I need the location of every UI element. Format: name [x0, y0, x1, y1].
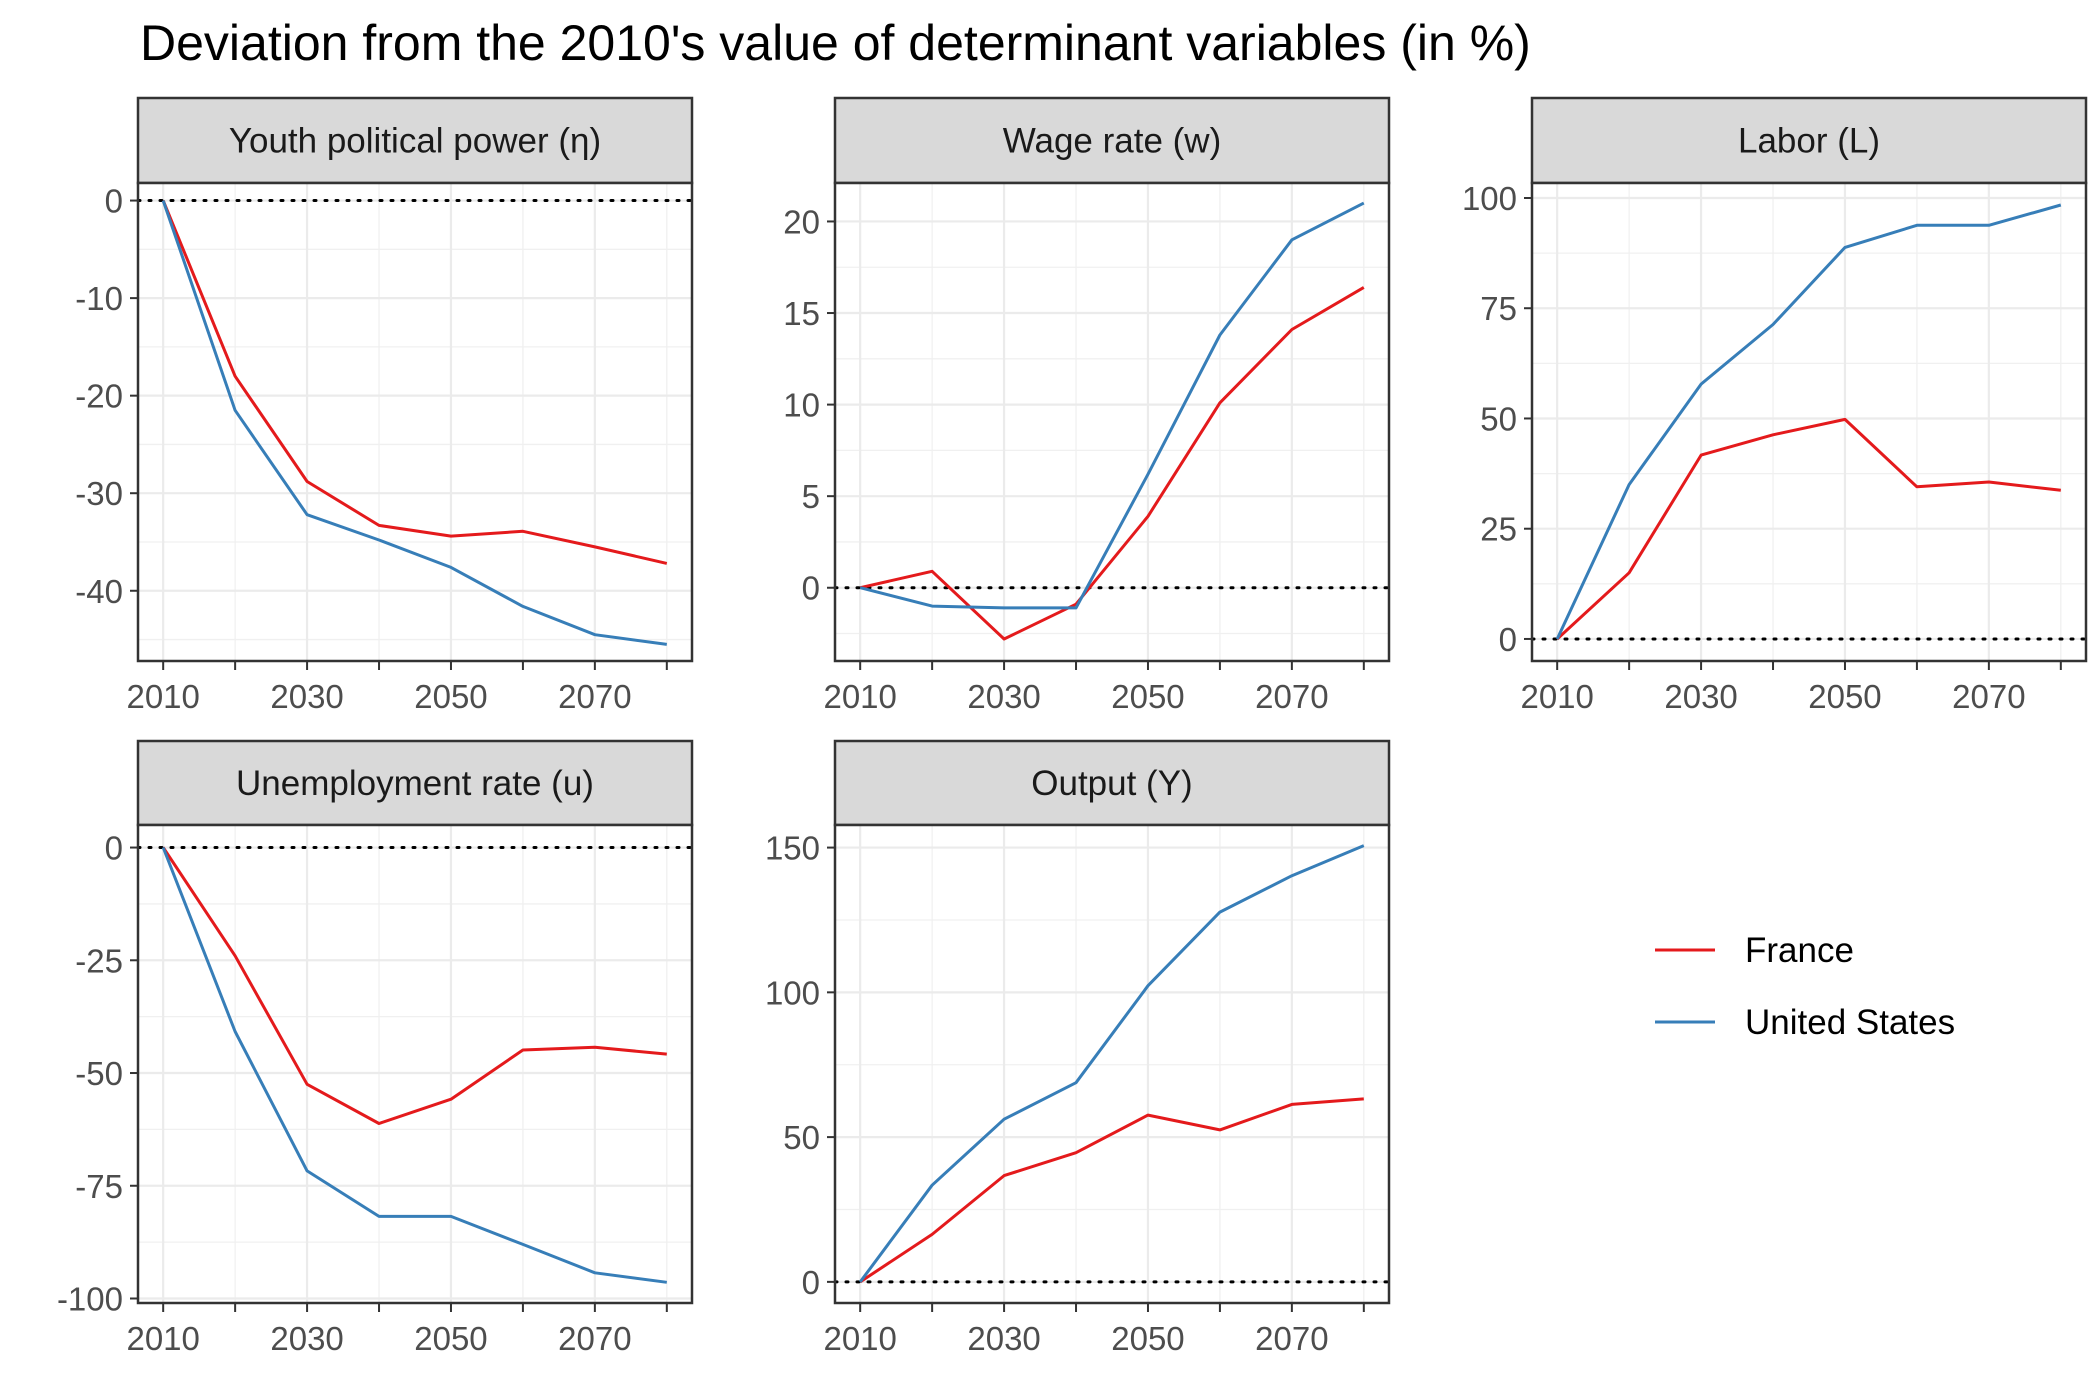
- legend-label-france: France: [1745, 931, 1854, 970]
- y-tick-label: 15: [783, 295, 820, 332]
- x-tick-label: 2030: [967, 678, 1040, 715]
- strip-youth-political-power: [136, 96, 694, 185]
- panel-border: [136, 823, 694, 1305]
- legend-label-united-states: United States: [1745, 1003, 1955, 1042]
- x-tick-label: 2070: [1952, 678, 2025, 715]
- x-tick-label: 2050: [414, 678, 487, 715]
- panel-border: [833, 181, 1391, 663]
- y-tick-label: -20: [75, 378, 123, 415]
- panel-youth-political-power: Youth political power (η) 0 -10 -20 -30 -40 20…: [75, 96, 694, 715]
- y-tick-label: -25: [75, 942, 123, 979]
- x-tick-label: 2070: [1255, 678, 1328, 715]
- legend: France United States: [1655, 931, 1955, 1042]
- x-tick-label: 2070: [558, 1320, 631, 1357]
- y-tick-label: 0: [802, 1264, 820, 1301]
- series-line-united-states: [858, 844, 1365, 1283]
- plot-area: [138, 183, 692, 661]
- series-line-france: [859, 286, 1365, 641]
- panel-output-y: Output (Y) 0 50 100 150 2010 2030 2050 2070: [765, 739, 1391, 1357]
- y-tick-label: -100: [57, 1280, 123, 1317]
- series-line-united-states: [161, 200, 668, 646]
- y-tick-label: -50: [75, 1055, 123, 1092]
- series-line-france: [161, 846, 667, 1125]
- series-line-united-states: [161, 846, 667, 1284]
- panel-title-labor-l: Labor (L): [1738, 122, 1880, 161]
- strip-wage-rate-w: [833, 96, 1391, 185]
- y-tick-label: -40: [75, 573, 123, 610]
- panel-border: [833, 823, 1391, 1305]
- plot-area: [835, 825, 1389, 1303]
- y-tick-label: 50: [1480, 400, 1517, 437]
- series-line-united-states: [859, 201, 1365, 610]
- panel-border: [136, 181, 694, 663]
- plot-area: [1532, 183, 2086, 661]
- series-line-united-states: [1555, 203, 2062, 640]
- y-tick-label: 75: [1480, 290, 1517, 327]
- panel-title-output-y: Output (Y): [1031, 764, 1192, 803]
- x-tick-label: 2010: [823, 1320, 896, 1357]
- y-tick-label: 100: [1462, 180, 1517, 217]
- y-tick-label: -10: [75, 280, 123, 317]
- series-line-france: [1556, 417, 2061, 641]
- panel-border: [1530, 181, 2088, 663]
- y-tick-label: 0: [802, 570, 820, 607]
- y-tick-label: 25: [1480, 511, 1517, 548]
- x-tick-label: 2010: [1520, 678, 1593, 715]
- y-tick-label: -75: [75, 1168, 123, 1205]
- y-tick-label: -30: [75, 475, 123, 512]
- panel-title-unemployment-rate-u: Unemployment rate (u): [236, 764, 594, 803]
- panel-title-youth-political-power: Youth political power (η): [229, 122, 601, 161]
- panel-wage-rate-w: Wage rate (w) 0 5 10 15 20 2010 2030 2050 2070: [783, 96, 1391, 715]
- y-tick-label: 100: [765, 974, 820, 1011]
- facet-panels: Youth political power (η) 0 -10 -20 -30 -40 20…: [57, 96, 2088, 1357]
- plot-area: [835, 183, 1389, 661]
- x-tick-label: 2030: [270, 678, 343, 715]
- x-tick-label: 2050: [1111, 1320, 1184, 1357]
- x-tick-label: 2030: [270, 1320, 343, 1357]
- y-tick-label: 0: [1499, 621, 1517, 658]
- x-tick-label: 2050: [414, 1320, 487, 1357]
- plot-area: [138, 825, 692, 1303]
- x-tick-label: 2050: [1111, 678, 1184, 715]
- y-tick-label: 10: [783, 387, 820, 424]
- x-tick-label: 2010: [823, 678, 896, 715]
- x-tick-label: 2030: [1664, 678, 1737, 715]
- x-tick-label: 2050: [1808, 678, 1881, 715]
- series-line-france: [161, 200, 668, 565]
- x-tick-label: 2030: [967, 1320, 1040, 1357]
- x-tick-label: 2070: [1255, 1320, 1328, 1357]
- panel-labor-l: Labor (L) 0 25 50 75 100 2010 2030 2050 2070: [1462, 96, 2088, 715]
- chart-title: Deviation from the 2010's value of deter…: [140, 15, 1531, 71]
- strip-unemployment-rate-u: [136, 739, 694, 827]
- x-tick-label: 2010: [126, 678, 199, 715]
- y-tick-label: 0: [105, 183, 123, 220]
- y-tick-label: 150: [765, 830, 820, 867]
- strip-output-y: [833, 739, 1391, 827]
- series-line-france: [859, 1097, 1364, 1284]
- x-tick-label: 2010: [126, 1320, 199, 1357]
- y-tick-label: 5: [802, 478, 820, 515]
- y-tick-label: 20: [783, 203, 820, 240]
- y-tick-label: 50: [783, 1119, 820, 1156]
- x-tick-label: 2070: [558, 678, 631, 715]
- y-tick-label: 0: [105, 830, 123, 867]
- panel-title-wage-rate-w: Wage rate (w): [1003, 122, 1221, 161]
